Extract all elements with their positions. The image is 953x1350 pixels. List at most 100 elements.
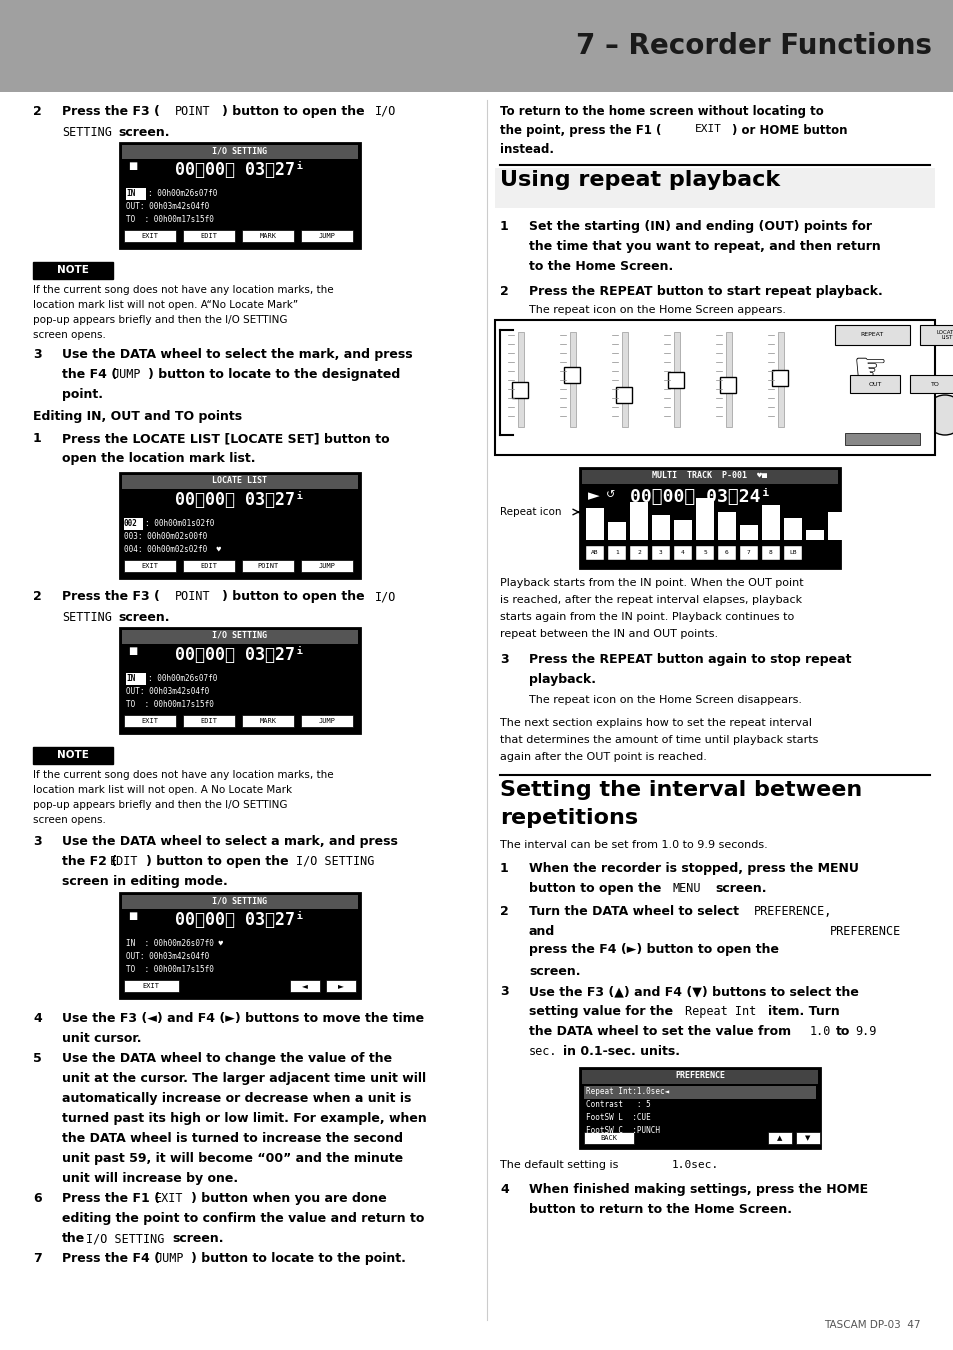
Bar	[126, 674, 146, 684]
Bar	[607, 545, 625, 560]
Text: Repeat Int: Repeat Int	[684, 1004, 756, 1018]
Bar	[919, 325, 953, 346]
Text: NOTE: NOTE	[57, 751, 89, 760]
Bar	[673, 545, 691, 560]
Bar	[122, 475, 357, 489]
Text: 5: 5	[702, 551, 706, 555]
Text: ) button when you are done: ) button when you are done	[191, 1192, 386, 1206]
Text: TO  : 00h00m17s15f0: TO : 00h00m17s15f0	[126, 215, 213, 224]
Text: 3: 3	[33, 836, 42, 848]
Text: screen.: screen.	[172, 1233, 223, 1245]
Text: I/O SETTING: I/O SETTING	[86, 1233, 164, 1245]
Text: Setting the interval between: Setting the interval between	[499, 780, 862, 801]
Text: MARK: MARK	[259, 718, 276, 724]
Text: EXIT: EXIT	[141, 234, 158, 239]
Text: : 00h00m26s07f0: : 00h00m26s07f0	[148, 189, 217, 198]
Text: I/O SETTING: I/O SETTING	[213, 896, 267, 905]
Bar	[290, 980, 319, 992]
Bar	[122, 895, 357, 909]
Bar	[827, 512, 845, 540]
Bar	[122, 630, 357, 644]
Text: Set the starting (IN) and ending (OUT) points for: Set the starting (IN) and ending (OUT) p…	[529, 220, 871, 234]
Bar	[725, 332, 731, 427]
Bar	[183, 716, 234, 728]
Text: JUMP: JUMP	[318, 718, 335, 724]
Bar	[805, 531, 823, 540]
Text: 00℀00℀ 03℀27ⁱ: 00℀00℀ 03℀27ⁱ	[174, 911, 305, 929]
Text: 3: 3	[659, 551, 662, 555]
Text: JUMP: JUMP	[318, 563, 335, 568]
Text: the DATA wheel is turned to increase the second: the DATA wheel is turned to increase the…	[62, 1133, 402, 1145]
Text: unit cursor.: unit cursor.	[62, 1031, 141, 1045]
Bar	[673, 520, 691, 540]
Text: ►: ►	[587, 487, 599, 504]
Text: POINT: POINT	[174, 105, 211, 117]
Bar	[761, 505, 780, 540]
Text: NOTE: NOTE	[57, 265, 89, 275]
Text: repetitions: repetitions	[499, 809, 638, 828]
Text: screen.: screen.	[118, 612, 170, 624]
Text: TO  : 00h00m17s15f0: TO : 00h00m17s15f0	[126, 965, 213, 973]
Text: IN  : 00h00m26s07f0 ♥: IN : 00h00m26s07f0 ♥	[126, 940, 223, 948]
Text: The interval can be set from 1.0 to 9.9 seconds.: The interval can be set from 1.0 to 9.9 …	[499, 840, 767, 850]
Text: button to return to the Home Screen.: button to return to the Home Screen.	[529, 1203, 791, 1216]
Text: Press the F4 (: Press the F4 (	[62, 1251, 160, 1265]
Text: Press the LOCATE LIST [LOCATE SET] button to: Press the LOCATE LIST [LOCATE SET] butto…	[62, 432, 389, 446]
Bar	[242, 230, 294, 242]
Text: SETTING: SETTING	[62, 126, 112, 139]
Text: screen opens.: screen opens.	[33, 815, 106, 825]
Text: IN: IN	[126, 674, 135, 683]
Text: LOCATE
LIST: LOCATE LIST	[936, 329, 953, 340]
Text: the F4 (: the F4 (	[62, 369, 117, 381]
Text: Playback starts from the IN point. When the OUT point: Playback starts from the IN point. When …	[499, 578, 802, 589]
Bar	[740, 525, 758, 540]
Text: MENU: MENU	[672, 882, 700, 895]
Text: Turn the DATA wheel to select: Turn the DATA wheel to select	[529, 904, 739, 918]
Bar	[301, 230, 353, 242]
Bar	[120, 143, 359, 248]
Bar	[629, 545, 647, 560]
Text: 1: 1	[499, 863, 508, 875]
Bar	[0, 0, 953, 92]
Text: 7: 7	[746, 551, 750, 555]
Bar	[583, 1085, 815, 1099]
Text: unit at the cursor. The larger adjacent time unit will: unit at the cursor. The larger adjacent …	[62, 1072, 426, 1085]
Text: editing the point to confirm the value and return to: editing the point to confirm the value a…	[62, 1212, 424, 1224]
Text: Use the DATA wheel to change the value of the: Use the DATA wheel to change the value o…	[62, 1052, 392, 1065]
Bar	[651, 514, 669, 540]
Text: and
press the F4 (►) button to open the: and press the F4 (►) button to open the	[529, 925, 779, 956]
Text: ) button to locate to the point.: ) button to locate to the point.	[191, 1251, 405, 1265]
Bar	[629, 502, 647, 540]
Text: AB: AB	[591, 551, 598, 555]
Text: screen.: screen.	[714, 882, 765, 895]
Text: 3: 3	[499, 653, 508, 666]
Text: playback.: playback.	[529, 674, 596, 686]
Bar	[667, 373, 683, 387]
Text: screen opens.: screen opens.	[33, 329, 106, 340]
Text: BACK: BACK	[599, 1135, 617, 1141]
Bar	[33, 747, 112, 764]
Text: 2: 2	[499, 285, 508, 298]
Bar	[326, 980, 355, 992]
Bar	[778, 332, 783, 427]
Bar	[583, 1133, 634, 1143]
Bar	[740, 545, 758, 560]
Bar	[783, 518, 801, 540]
Text: ◄: ◄	[302, 981, 308, 991]
Text: that determines the amount of time until playback starts: that determines the amount of time until…	[499, 734, 818, 745]
Text: pop-up appears briefly and then the I/O SETTING: pop-up appears briefly and then the I/O …	[33, 315, 287, 325]
Bar	[783, 545, 801, 560]
Bar	[849, 375, 899, 393]
Text: 2: 2	[499, 904, 508, 918]
Text: Press the F3 (: Press the F3 (	[62, 590, 160, 603]
Text: 8: 8	[768, 551, 772, 555]
Text: JUMP: JUMP	[112, 369, 140, 381]
Text: is reached, after the repeat interval elapses, playback: is reached, after the repeat interval el…	[499, 595, 801, 605]
Text: ) button to open the: ) button to open the	[222, 590, 364, 603]
Text: The repeat icon on the Home Screen disappears.: The repeat icon on the Home Screen disap…	[529, 695, 801, 705]
Text: EXIT: EXIT	[154, 1192, 183, 1206]
Text: ↺: ↺	[605, 490, 615, 500]
Text: to: to	[835, 1025, 849, 1038]
Text: When the recorder is stopped, press the MENU: When the recorder is stopped, press the …	[529, 863, 858, 875]
Text: Press the F1 (: Press the F1 (	[62, 1192, 160, 1206]
